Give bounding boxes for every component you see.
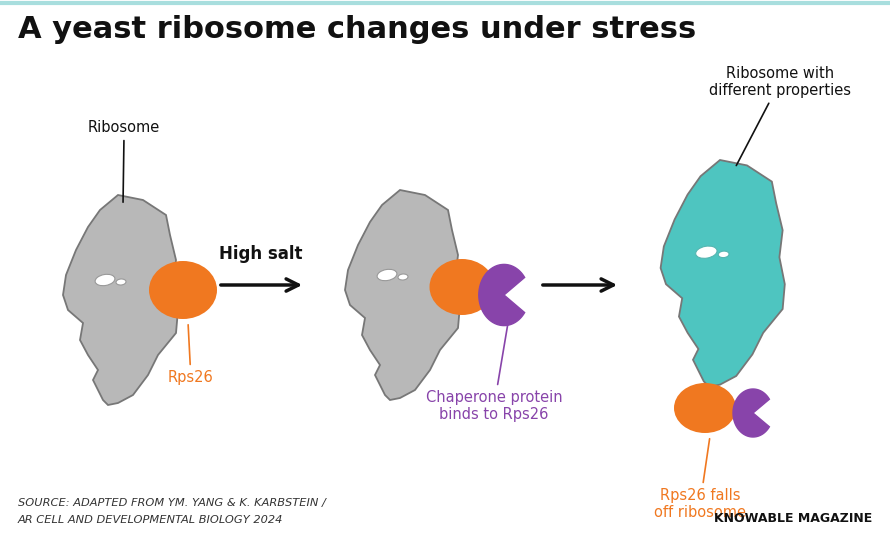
Polygon shape <box>345 190 460 400</box>
Polygon shape <box>63 195 178 405</box>
Text: KNOWABLE MAGAZINE: KNOWABLE MAGAZINE <box>714 512 872 525</box>
Text: Ribosome with
different properties: Ribosome with different properties <box>709 65 851 166</box>
Ellipse shape <box>95 274 115 286</box>
Text: SOURCE: ADAPTED FROM YM. YANG & K. KARBSTEIN /: SOURCE: ADAPTED FROM YM. YANG & K. KARBS… <box>18 498 326 508</box>
Ellipse shape <box>149 261 217 319</box>
Text: Ribosome: Ribosome <box>88 120 160 202</box>
Text: Rps26 falls
off ribosome: Rps26 falls off ribosome <box>654 438 746 521</box>
Polygon shape <box>733 389 769 437</box>
Text: AR CELL AND DEVELOPMENTAL BIOLOGY 2024: AR CELL AND DEVELOPMENTAL BIOLOGY 2024 <box>18 515 283 525</box>
Ellipse shape <box>377 269 397 281</box>
Ellipse shape <box>430 259 495 315</box>
Text: High salt: High salt <box>219 245 303 263</box>
Ellipse shape <box>696 246 717 258</box>
Text: Chaperone protein
binds to Rps26: Chaperone protein binds to Rps26 <box>425 320 562 422</box>
Polygon shape <box>660 160 785 387</box>
Ellipse shape <box>116 279 126 285</box>
Ellipse shape <box>718 251 729 258</box>
Polygon shape <box>479 265 524 326</box>
Ellipse shape <box>674 383 736 433</box>
Text: Rps26: Rps26 <box>168 325 214 385</box>
Ellipse shape <box>398 274 408 280</box>
Text: A yeast ribosome changes under stress: A yeast ribosome changes under stress <box>18 15 696 44</box>
